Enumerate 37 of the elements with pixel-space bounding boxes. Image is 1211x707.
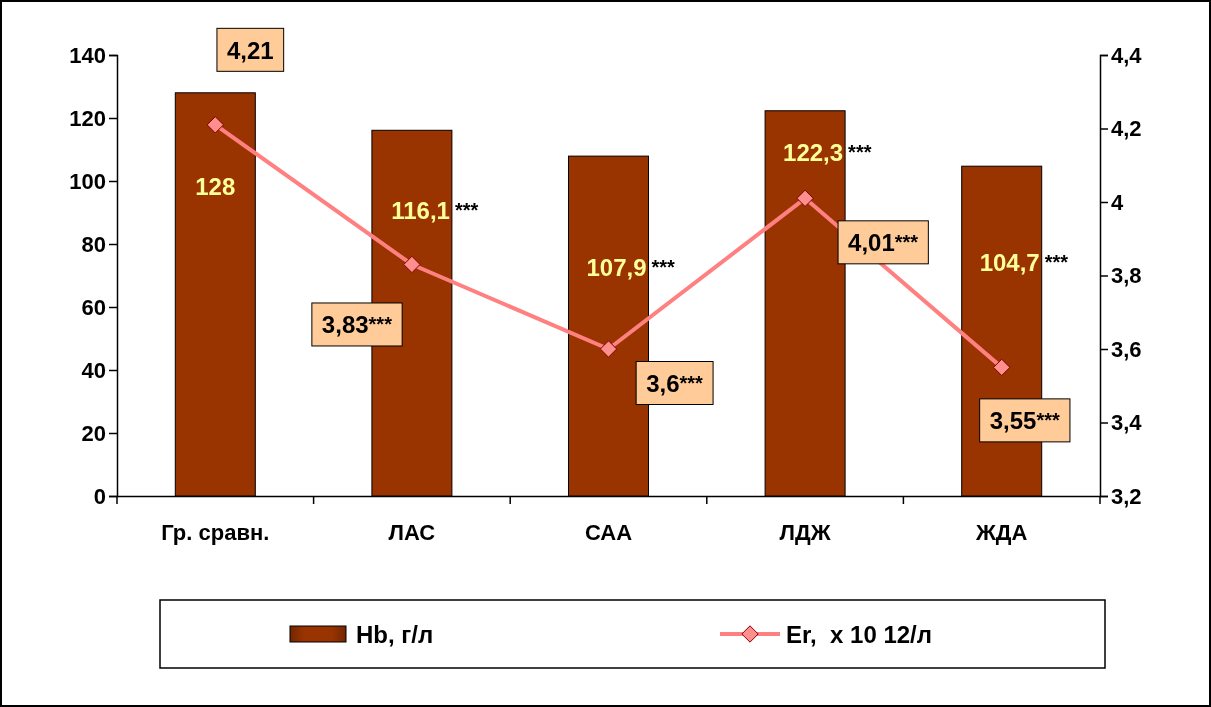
data-label: 4,21	[226, 36, 274, 64]
y2-tick-label: 3,8	[1111, 263, 1142, 289]
point	[599, 340, 618, 358]
data-label: 122,3***	[783, 138, 872, 166]
y-tick-label: 0	[93, 483, 106, 509]
x-tick-label: ЖДА	[974, 519, 1028, 545]
point	[796, 189, 814, 207]
legend-label: Er, x 10 12/л	[786, 620, 933, 648]
y2-tick-label: 4,2	[1111, 116, 1142, 142]
x-tick-label: САА	[584, 519, 633, 545]
y-tick-label: 100	[69, 168, 106, 194]
data-label: 107,9***	[586, 253, 676, 281]
x-tick-label: ЛДЖ	[779, 519, 831, 545]
y-tick-label: 140	[69, 42, 106, 68]
y-tick-label: 20	[81, 420, 106, 446]
data-label: 3,55***	[989, 406, 1060, 434]
point	[206, 116, 224, 134]
data-label: 128	[195, 172, 236, 200]
y-tick-label: 40	[81, 357, 106, 383]
y2-tick-label: 3,4	[1111, 410, 1143, 436]
point	[993, 358, 1011, 377]
x-tick-label: Гр. сравн.	[161, 519, 270, 545]
data-label: 4,01***	[848, 228, 919, 256]
y2-tick-label: 4	[1111, 189, 1124, 215]
point	[403, 255, 421, 274]
y2-tick-label: 4,4	[1111, 42, 1143, 68]
data-label: 104,7***	[979, 248, 1069, 276]
y-tick-label: 60	[81, 294, 106, 320]
x-tick-label: ЛАС	[388, 519, 436, 545]
y2-tick-label: 3,6	[1111, 336, 1142, 362]
y2-tick-label: 3,2	[1111, 483, 1142, 509]
legend-label: Hb, г/л	[356, 620, 434, 648]
data-label: 116,1***	[391, 196, 479, 224]
data-label: 3,83***	[321, 310, 393, 338]
y-tick-label: 120	[69, 105, 106, 131]
data-label: 3,6***	[646, 369, 704, 397]
y-tick-label: 80	[81, 231, 106, 257]
